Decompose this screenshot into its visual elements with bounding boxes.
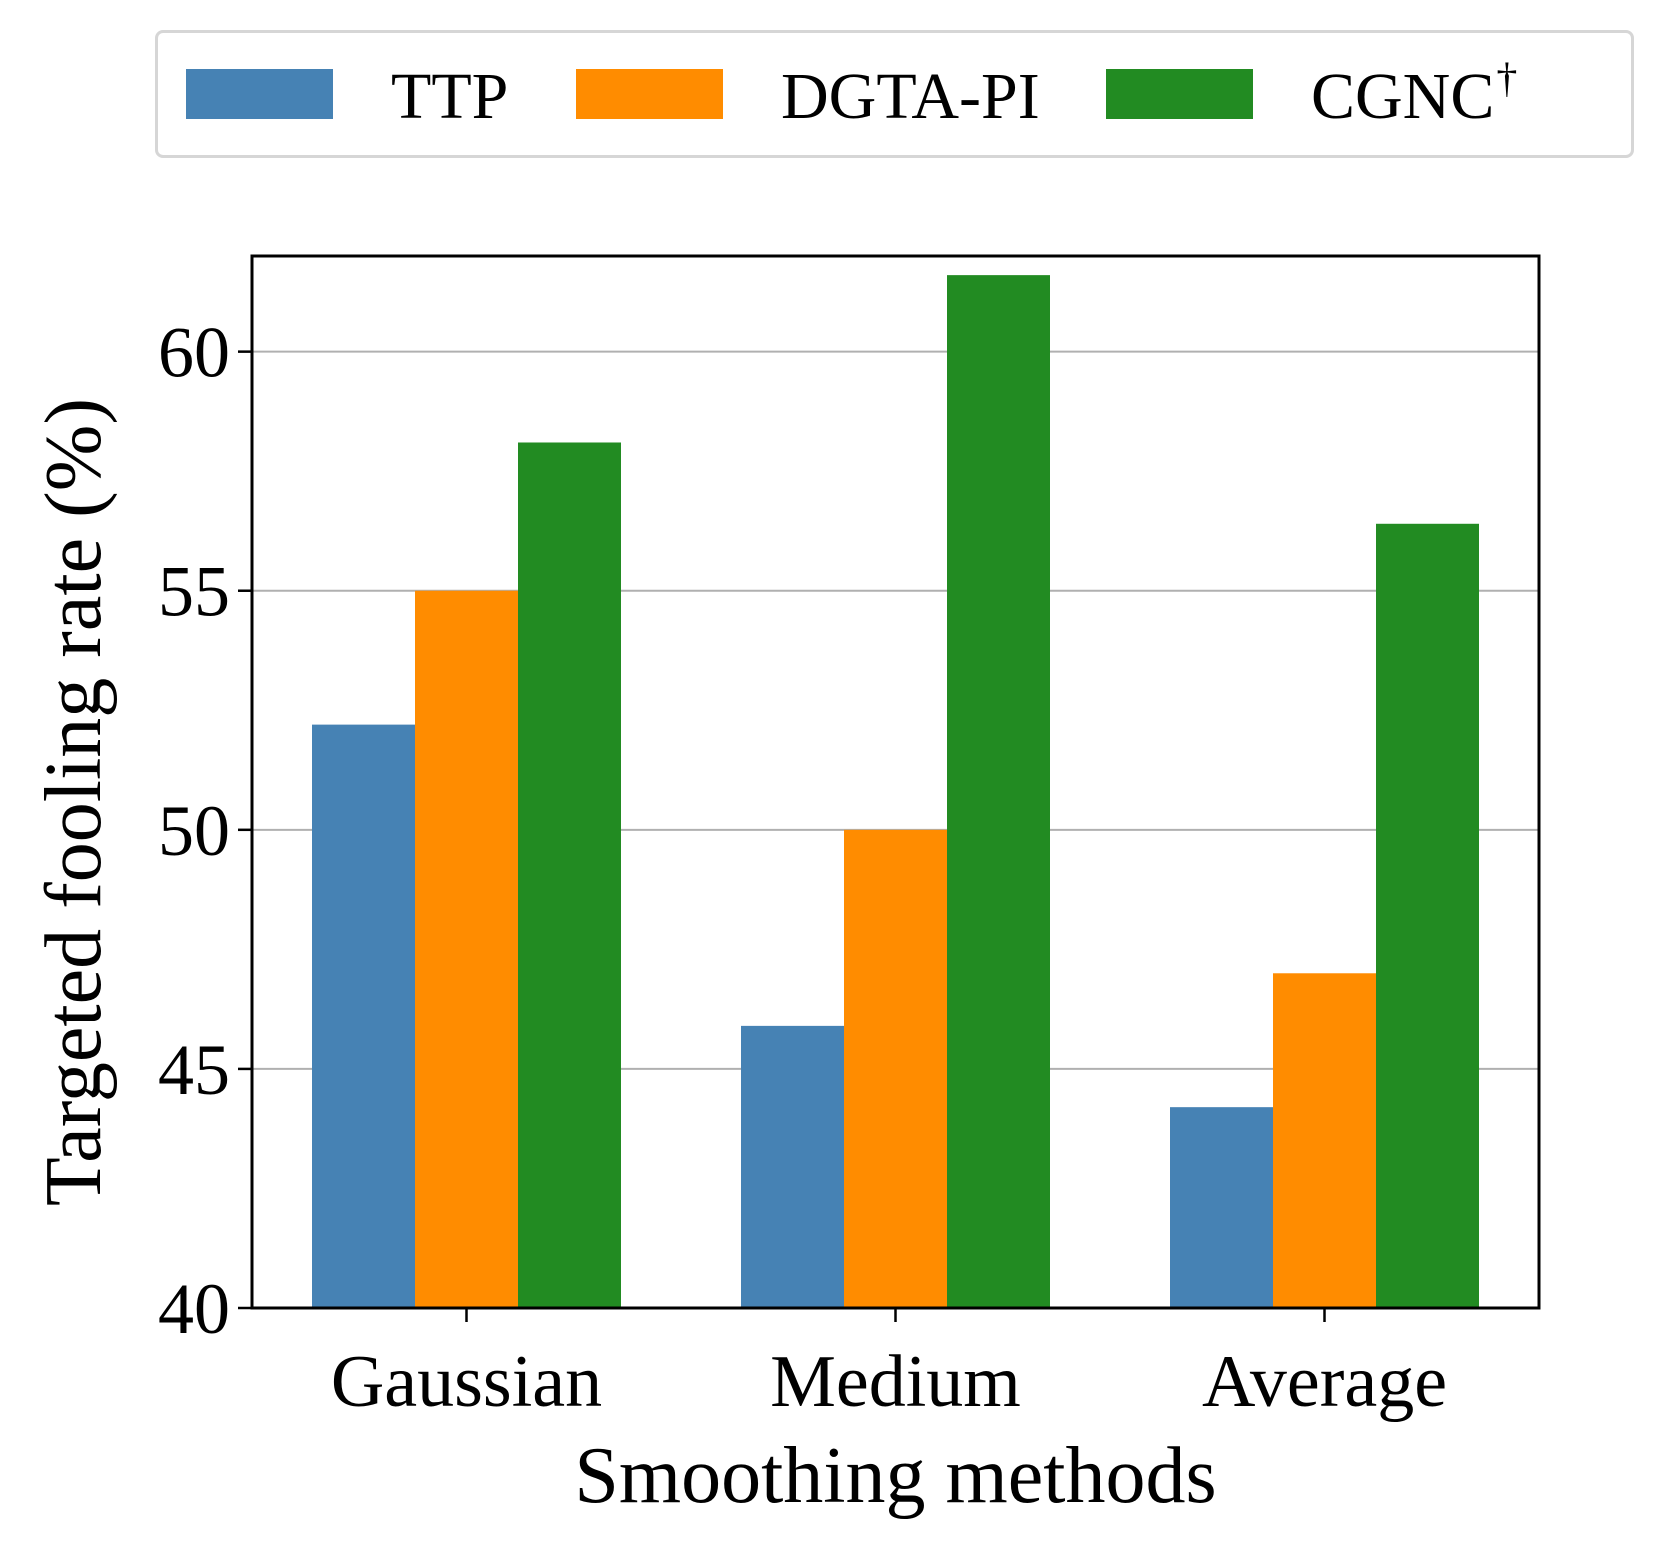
bar-ttp-average bbox=[1170, 1107, 1273, 1308]
y-tick-label: 40 bbox=[158, 1269, 230, 1349]
x-tick-label: Gaussian bbox=[331, 1341, 602, 1423]
legend: TTP DGTA-PI CGNC† bbox=[155, 30, 1634, 158]
legend-entry-cgnc: CGNC† bbox=[1106, 33, 1517, 155]
x-tick-label: Average bbox=[1202, 1341, 1447, 1423]
legend-entry-ttp: TTP bbox=[186, 33, 510, 155]
ticks: 40 45 50 55 60 Gaussian Medium Average bbox=[158, 313, 1447, 1423]
legend-swatch-ttp bbox=[186, 69, 333, 119]
legend-swatch-cgnc bbox=[1106, 69, 1253, 119]
y-tick-label: 55 bbox=[158, 552, 230, 632]
bar-ttp-gaussian bbox=[312, 724, 415, 1308]
legend-label-dgta-pi: DGTA-PI bbox=[781, 60, 1040, 133]
bar-cgnc-average bbox=[1376, 523, 1479, 1308]
bar-dgta-pi-average bbox=[1273, 973, 1376, 1308]
bars bbox=[312, 275, 1479, 1309]
x-tick-label: Medium bbox=[770, 1341, 1021, 1423]
legend-swatch-dgta-pi bbox=[576, 69, 723, 119]
x-axis-label: Smoothing methods bbox=[574, 1432, 1216, 1520]
legend-label-ttp: TTP bbox=[391, 60, 509, 133]
legend-label-cgnc: CGNC† bbox=[1311, 56, 1518, 133]
y-tick-label: 60 bbox=[158, 313, 230, 393]
bar-ttp-medium bbox=[741, 1025, 844, 1308]
y-tick-label: 45 bbox=[158, 1030, 230, 1110]
bar-dgta-pi-gaussian bbox=[415, 590, 518, 1308]
legend-entry-dgta-pi: DGTA-PI bbox=[576, 33, 1042, 155]
bar-cgnc-medium bbox=[947, 275, 1050, 1309]
y-axis-label: Targeted fooling rate (%) bbox=[30, 398, 118, 1206]
bar-dgta-pi-medium bbox=[844, 829, 947, 1308]
y-tick-label: 50 bbox=[158, 791, 230, 871]
bar-cgnc-gaussian bbox=[518, 442, 621, 1308]
